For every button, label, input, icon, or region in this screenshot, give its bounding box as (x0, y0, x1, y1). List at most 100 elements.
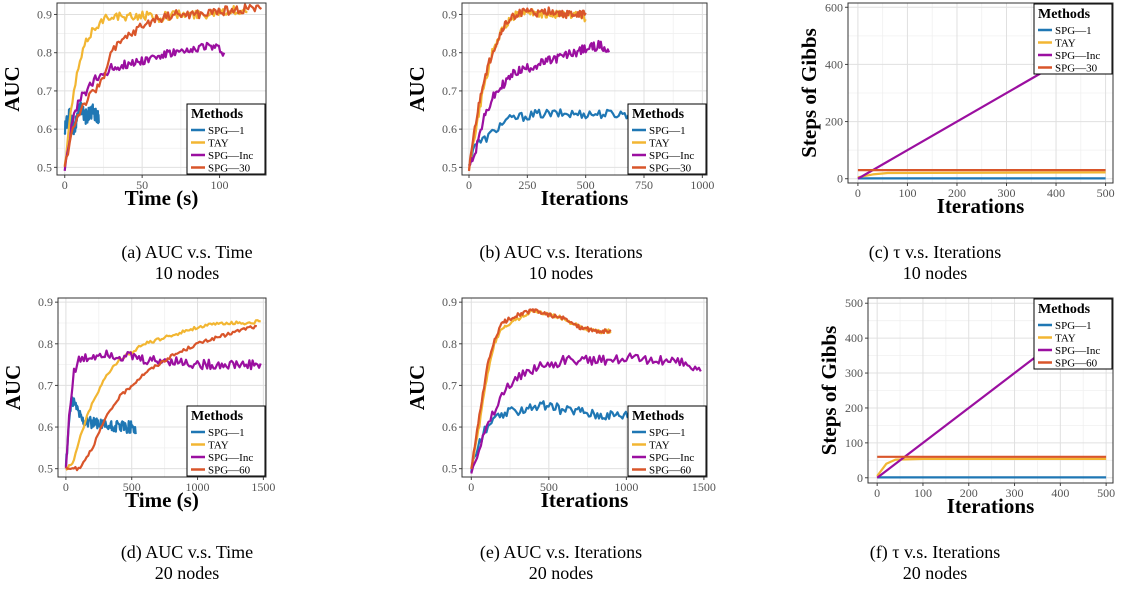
legend-label: SPG—1 (208, 427, 245, 439)
x-axis-label: Iterations (541, 488, 629, 512)
y-tick-label: 0.8 (37, 46, 52, 60)
series-line-SPG—30 (63, 3, 263, 168)
legend-title: Methods (632, 107, 685, 122)
legend-label: SPG—1 (208, 125, 245, 137)
plot-area (467, 6, 704, 172)
x-tick-label: 500 (1097, 486, 1115, 500)
legend-box (627, 103, 707, 175)
legend-label: TAY (208, 138, 229, 150)
legend-label: SPG—60 (208, 465, 251, 477)
caption-f-label: (f) τ v.s. Iterations (869, 542, 1001, 562)
x-tick-label: 750 (635, 178, 653, 192)
y-axis-label: AUC (405, 66, 429, 112)
legend-title: Methods (632, 409, 685, 424)
y-tick-label: 0.5 (442, 160, 457, 174)
y-tick-label: 0.5 (37, 160, 52, 174)
series-line-SPG—Inc (63, 41, 226, 172)
y-tick-label: 400 (825, 57, 843, 71)
chart-c: 0 100 200 300 400 500 0 200 400 600 Iterations Step… (797, 0, 1115, 218)
y-tick-label: 100 (845, 436, 863, 450)
plot-frame (461, 2, 708, 176)
chart-a: 0 50 100 0.5 0.6 0.7 0.8 0.9 Time (s) AUC Methods S… (0, 2, 267, 210)
y-tick-label: 0.5 (38, 462, 53, 476)
series-line-TAY (876, 457, 1107, 477)
plot-area (857, 34, 1107, 180)
y-tick-label: 0.8 (442, 46, 457, 60)
legend-label: SPG—60 (649, 465, 692, 477)
caption-a-label: (a) AUC v.s. Time (121, 242, 253, 262)
x-tick-label: 1000 (186, 480, 210, 494)
legend-label: SPG—Inc (1055, 50, 1100, 62)
legend-label: SPG—Inc (208, 452, 253, 464)
y-tick-label: 0.7 (38, 378, 53, 392)
series-line-SPG—30 (467, 6, 587, 172)
series-line-TAY (470, 308, 612, 469)
series-line-TAY (65, 319, 261, 471)
x-tick-label: 500 (577, 178, 595, 192)
legend-label: TAY (649, 440, 670, 452)
x-tick-label: 500 (540, 480, 558, 494)
legend-label: SPG—1 (1055, 25, 1092, 37)
y-axis-label: AUC (405, 365, 429, 411)
x-tick-label: 0 (855, 186, 861, 200)
legend-title: Methods (191, 409, 244, 424)
plot-frame (57, 297, 267, 478)
chart-d: 0 500 1000 1500 0.5 0.6 0.7 0.8 0.9 Time (s) AUC Me… (1, 295, 275, 512)
plot-frame (461, 297, 708, 478)
x-axis-label: Iterations (541, 186, 629, 210)
y-tick-label: 0.6 (442, 122, 457, 136)
legend-label: SPG—30 (649, 163, 692, 175)
y-tick-label: 0.5 (442, 462, 457, 476)
series-line-SPG—Inc (470, 352, 702, 474)
legend-box (1033, 3, 1113, 75)
x-tick-label: 50 (136, 178, 148, 192)
y-tick-label: 400 (845, 331, 863, 345)
x-axis-label: Iterations (937, 194, 1025, 218)
y-tick-label: 0.6 (442, 420, 457, 434)
caption-b: (b) AUC v.s. Iterations 10 nodes (374, 242, 748, 284)
y-axis-label: Steps of Gibbs (817, 326, 841, 456)
x-tick-label: 0 (466, 178, 472, 192)
y-tick-label: 0.6 (38, 420, 53, 434)
plot-frame (56, 2, 267, 176)
caption-a-sub: 10 nodes (154, 263, 220, 283)
x-tick-label: 200 (960, 486, 978, 500)
y-tick-label: 0.8 (442, 337, 457, 351)
y-axis-label: AUC (0, 66, 24, 112)
x-tick-label: 0 (874, 486, 880, 500)
y-tick-label: 200 (845, 401, 863, 415)
x-tick-label: 500 (1097, 186, 1115, 200)
x-tick-label: 1500 (251, 480, 275, 494)
x-tick-label: 1000 (614, 480, 638, 494)
x-tick-label: 100 (211, 178, 229, 192)
x-tick-label: 400 (1047, 186, 1065, 200)
x-tick-label: 1500 (692, 480, 716, 494)
caption-a: (a) AUC v.s. Time 10 nodes (0, 242, 374, 284)
y-tick-label: 0.6 (37, 122, 52, 136)
y-tick-label: 0.7 (37, 84, 52, 98)
y-tick-label: 600 (825, 0, 843, 14)
legend-label: SPG—60 (1055, 358, 1098, 370)
x-tick-label: 100 (898, 186, 916, 200)
y-tick-label: 0.7 (442, 378, 457, 392)
caption-e-sub: 20 nodes (528, 563, 594, 583)
series-line-SPG—Inc (468, 39, 611, 168)
y-tick-label: 0.8 (38, 337, 53, 351)
x-tick-label: 0 (468, 480, 474, 494)
y-tick-label: 300 (845, 366, 863, 380)
legend-label: SPG—1 (649, 125, 686, 137)
x-tick-label: 1000 (690, 178, 714, 192)
legend-box (627, 405, 707, 477)
x-tick-label: 250 (518, 178, 536, 192)
x-axis-label: Time (s) (125, 488, 199, 512)
x-tick-label: 0 (62, 178, 68, 192)
x-tick-label: 300 (1006, 486, 1024, 500)
series-line-TAY (857, 171, 1106, 179)
legend-label: SPG—30 (208, 163, 251, 175)
plot-area (64, 319, 262, 472)
legend-box (186, 103, 266, 175)
